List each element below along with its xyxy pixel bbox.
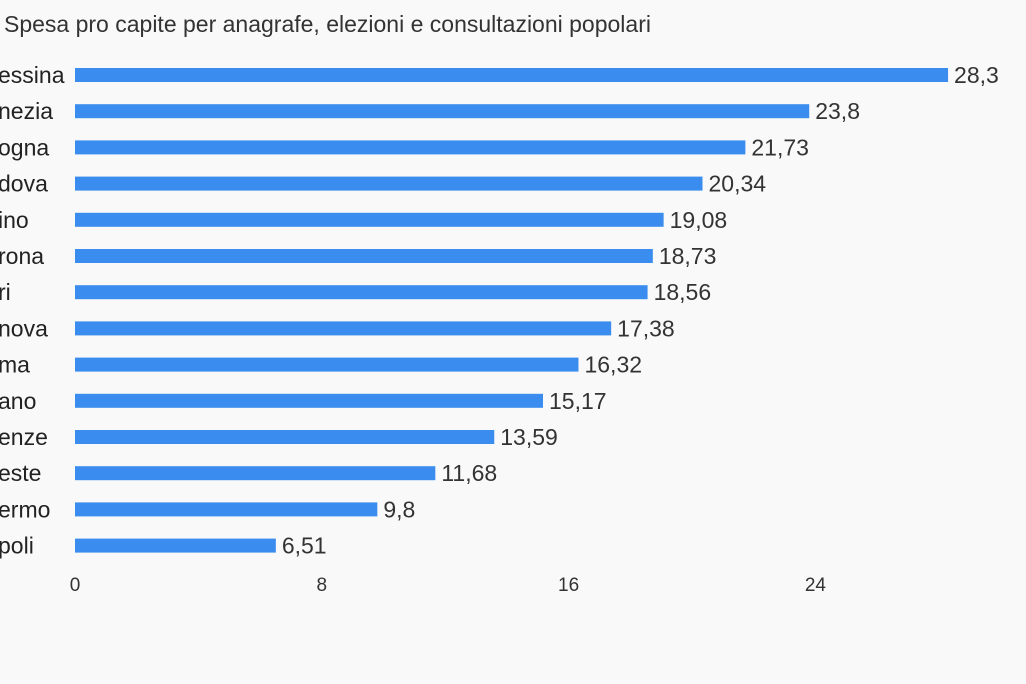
category-label-13: poli bbox=[0, 533, 34, 559]
bars-group bbox=[75, 68, 949, 553]
category-label-11: este bbox=[0, 460, 41, 486]
category-label-9: ano bbox=[0, 388, 36, 414]
bar-2 bbox=[75, 140, 746, 155]
bar-13 bbox=[75, 538, 276, 553]
value-label-0: 28,3 bbox=[954, 62, 999, 88]
bar-11 bbox=[75, 466, 436, 481]
value-label-13: 6,51 bbox=[282, 533, 327, 559]
value-label-5: 18,73 bbox=[659, 243, 717, 269]
bar-6 bbox=[75, 285, 648, 300]
category-labels-group: essina nezia ogna dova ino rona ri nova ma ano enz… bbox=[0, 62, 65, 559]
value-label-3: 20,34 bbox=[708, 171, 766, 197]
category-label-7: nova bbox=[0, 315, 48, 341]
bar-10 bbox=[75, 430, 495, 444]
category-label-5: rona bbox=[0, 243, 44, 269]
bar-3 bbox=[75, 176, 703, 191]
category-label-12: ermo bbox=[0, 496, 50, 522]
x-tick-label-0: 0 bbox=[70, 575, 81, 596]
value-label-11: 11,68 bbox=[441, 460, 497, 486]
category-label-8: ma bbox=[0, 352, 30, 378]
category-label-1: nezia bbox=[0, 98, 53, 124]
x-axis-ticks-group: 0 8 16 24 bbox=[70, 575, 827, 596]
category-label-10: enze bbox=[0, 424, 48, 450]
value-label-9: 15,17 bbox=[549, 388, 607, 414]
bar-1 bbox=[75, 104, 810, 119]
value-label-10: 13,59 bbox=[500, 424, 558, 450]
bar-0 bbox=[75, 68, 949, 82]
category-label-3: dova bbox=[0, 171, 48, 197]
value-label-6: 18,56 bbox=[654, 279, 712, 305]
chart-title: Spesa pro capite per anagrafe, elezioni … bbox=[4, 11, 651, 37]
bar-4 bbox=[75, 212, 664, 227]
x-tick-label-3: 24 bbox=[805, 575, 827, 596]
category-label-0: essina bbox=[0, 62, 65, 88]
bar-8 bbox=[75, 357, 579, 372]
category-label-4: ino bbox=[0, 207, 29, 233]
category-label-2: ogna bbox=[0, 134, 49, 160]
value-label-12: 9,8 bbox=[383, 496, 415, 522]
x-tick-label-2: 16 bbox=[558, 575, 579, 596]
value-label-1: 23,8 bbox=[815, 98, 860, 124]
bar-7 bbox=[75, 321, 612, 336]
bar-12 bbox=[75, 502, 378, 517]
value-label-4: 19,08 bbox=[670, 207, 728, 233]
bar-9 bbox=[75, 393, 543, 408]
value-label-7: 17,38 bbox=[617, 315, 675, 341]
x-tick-label-1: 8 bbox=[317, 575, 328, 596]
value-labels-group: 28,3 23,821,73 20,34 19,08 18,73 18,56 17,38 16… bbox=[282, 62, 999, 559]
value-label-8: 16,32 bbox=[584, 352, 642, 378]
value-label-2: 21,73 bbox=[751, 134, 809, 160]
bar-5 bbox=[75, 249, 653, 263]
category-label-6: ri bbox=[0, 279, 11, 305]
